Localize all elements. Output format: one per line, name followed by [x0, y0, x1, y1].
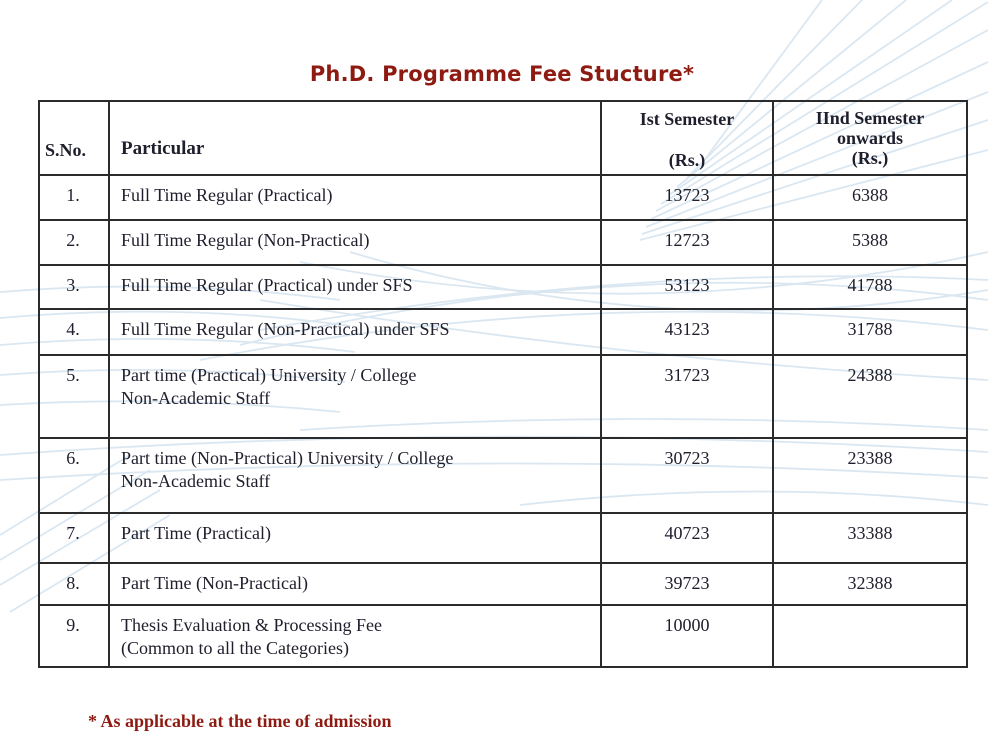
table-row: 4. Full Time Regular (Non-Practical) und…: [38, 308, 968, 356]
cell-sem2-fee: 6388: [772, 174, 968, 221]
cell-sno: 5.: [38, 354, 110, 439]
cell-sno: 7.: [38, 512, 110, 564]
table-row: 7. Part Time (Practical) 40723 33388: [38, 512, 968, 564]
page-title: Ph.D. Programme Fee Stucture*: [309, 62, 695, 86]
table-header-row: S.No. Particular Ist Semester (Rs.) IInd…: [38, 100, 968, 176]
cell-sem2-fee: 24388: [772, 354, 968, 439]
cell-sem1-fee: 40723: [600, 512, 774, 564]
cell-sem1-fee: 31723: [600, 354, 774, 439]
cell-sem1-fee: 43123: [600, 308, 774, 356]
cell-particular: Full Time Regular (Practical) under SFS: [108, 264, 602, 310]
cell-sno: 9.: [38, 604, 110, 668]
cell-sem2-fee: 31788: [772, 308, 968, 356]
cell-sno: 8.: [38, 562, 110, 606]
cell-sno: 1.: [38, 174, 110, 221]
fee-structure-table: S.No. Particular Ist Semester (Rs.) IInd…: [38, 100, 968, 668]
cell-particular: Full Time Regular (Non-Practical): [108, 219, 602, 266]
table-row: 3. Full Time Regular (Practical) under S…: [38, 264, 968, 310]
table-row: 1. Full Time Regular (Practical) 13723 6…: [38, 174, 968, 221]
cell-particular: Thesis Evaluation & Processing Fee (Comm…: [108, 604, 602, 668]
table-row: 5. Part time (Practical) University / Co…: [38, 354, 968, 439]
cell-particular: Full Time Regular (Practical): [108, 174, 602, 221]
cell-particular: Part Time (Practical): [108, 512, 602, 564]
cell-sem2-fee: 23388: [772, 437, 968, 514]
cell-sem2-fee: [772, 604, 968, 668]
cell-sem1-fee: 10000: [600, 604, 774, 668]
table-row: 2. Full Time Regular (Non-Practical) 127…: [38, 219, 968, 266]
table-row: 8. Part Time (Non-Practical) 39723 32388: [38, 562, 968, 606]
cell-sem2-fee: 5388: [772, 219, 968, 266]
cell-sno: 4.: [38, 308, 110, 356]
header-first-semester-label: Ist Semester: [639, 109, 735, 129]
cell-sem1-fee: 12723: [600, 219, 774, 266]
cell-particular: Full Time Regular (Non-Practical) under …: [108, 308, 602, 356]
header-second-semester-label: IInd Semester: [815, 108, 925, 128]
cell-particular: Part time (Practical) University / Colle…: [108, 354, 602, 439]
cell-sem1-fee: 13723: [600, 174, 774, 221]
cell-particular: Part time (Non-Practical) University / C…: [108, 437, 602, 514]
cell-sno: 2.: [38, 219, 110, 266]
table-row: 9. Thesis Evaluation & Processing Fee (C…: [38, 604, 968, 668]
cell-sno: 3.: [38, 264, 110, 310]
header-particular: Particular: [108, 100, 602, 176]
header-second-semester-onwards: onwards: [836, 128, 903, 149]
cell-sem1-fee: 53123: [600, 264, 774, 310]
header-second-semester: IInd Semester onwards (Rs.): [772, 100, 968, 176]
cell-sem1-fee: 39723: [600, 562, 774, 606]
header-first-semester-unit: (Rs.): [668, 149, 706, 170]
cell-sem2-fee: 32388: [772, 562, 968, 606]
header-second-semester-unit: (Rs.): [851, 148, 889, 169]
cell-particular: Part Time (Non-Practical): [108, 562, 602, 606]
header-first-semester: Ist Semester (Rs.): [600, 100, 774, 176]
cell-sem2-fee: 41788: [772, 264, 968, 310]
table-row: 6. Part time (Non-Practical) University …: [38, 437, 968, 514]
cell-sno: 6.: [38, 437, 110, 514]
header-sno: S.No.: [38, 100, 110, 176]
cell-sem1-fee: 30723: [600, 437, 774, 514]
cell-sem2-fee: 33388: [772, 512, 968, 564]
